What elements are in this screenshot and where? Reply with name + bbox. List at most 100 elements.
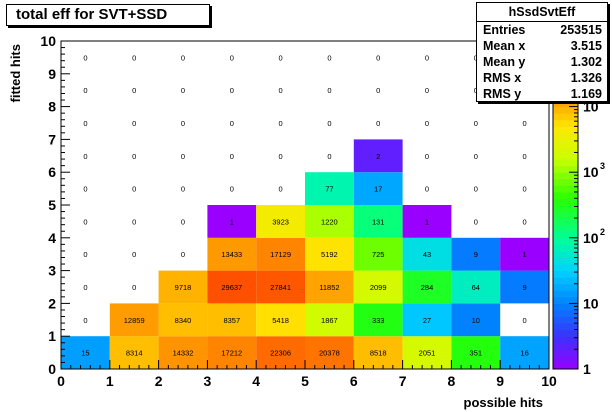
cell-value-label: 0	[474, 53, 478, 62]
y-tick-label: 4	[48, 230, 56, 246]
color-scale-band	[553, 211, 578, 219]
cell-value-label: 1867	[321, 316, 338, 325]
cell-value-label: 0	[523, 185, 527, 194]
heatmap-cell	[353, 237, 403, 271]
x-tick-label: 5	[301, 373, 309, 389]
heatmap-cell	[402, 303, 452, 337]
cell-value-label: 3923	[272, 217, 289, 226]
heatmap-cell	[305, 237, 354, 271]
heatmap-cell	[305, 336, 354, 369]
cell-value-label: 9718	[175, 283, 192, 292]
x-tick-label: 10	[541, 373, 557, 389]
cell-value-label: 0	[279, 53, 283, 62]
cell-value-label: 0	[83, 185, 87, 194]
cell-value-label: 0	[425, 53, 429, 62]
x-tick-label: 2	[155, 373, 163, 389]
heatmap-cell	[500, 237, 549, 271]
cell-value-label: 8518	[370, 349, 387, 358]
x-tick-label: 3	[204, 373, 212, 389]
heatmap-cell	[353, 139, 403, 173]
x-tick-label: 0	[57, 373, 65, 389]
x-tick-label: 6	[350, 373, 358, 389]
y-tick-label: 1	[48, 328, 56, 344]
cell-value-label: 16	[520, 349, 528, 358]
stats-row-rms-x: RMS x 1.326	[483, 71, 602, 85]
heatmap-cell	[256, 303, 305, 337]
heatmap-cell	[305, 303, 354, 337]
cell-value-label: 0	[474, 86, 478, 95]
cell-value-label: 0	[523, 316, 527, 325]
color-scale-band	[553, 316, 578, 324]
chart-title: total eff for SVT+SSD	[6, 4, 210, 26]
heatmap-cell	[451, 237, 501, 271]
cell-value-label: 22306	[270, 349, 291, 358]
color-scale-band	[553, 178, 578, 186]
heatmap-cell	[353, 303, 403, 337]
cell-value-label: 0	[425, 86, 429, 95]
x-axis-label: possible hits	[464, 395, 543, 410]
cell-value-label: 0	[279, 185, 283, 194]
cell-value-label: 27	[423, 316, 431, 325]
color-scale-band	[553, 270, 578, 278]
heatmap-cell	[207, 270, 257, 304]
heatmap-cell	[256, 270, 305, 304]
cell-value-label: 0	[181, 185, 185, 194]
cell-value-label: 0	[132, 152, 136, 161]
x-tick-label: 8	[448, 373, 456, 389]
stats-row-entries: Entries 253515	[483, 23, 602, 37]
color-scale-band	[553, 355, 578, 363]
cell-value-label: 17	[374, 185, 382, 194]
cell-value-label: 0	[83, 152, 87, 161]
cell-value-label: 725	[372, 250, 385, 259]
cell-value-label: 0	[523, 119, 527, 128]
color-scale-band	[553, 290, 578, 298]
cell-value-label: 0	[279, 119, 283, 128]
color-scale-band	[553, 185, 578, 193]
heatmap-cell	[109, 303, 159, 337]
cell-value-label: 0	[425, 152, 429, 161]
z-tick-label: 10	[583, 230, 599, 246]
color-scale-band	[553, 277, 578, 285]
color-scale-band	[553, 126, 578, 134]
x-tick-label: 9	[496, 373, 504, 389]
cell-value-label: 131	[372, 217, 385, 226]
z-tick-exponent: 3	[600, 161, 605, 171]
cell-value-label: 0	[230, 152, 234, 161]
cell-value-label: 0	[83, 283, 87, 292]
color-scale-band	[553, 244, 578, 252]
cell-value-label: 8340	[175, 316, 192, 325]
heatmap-cell	[353, 205, 403, 238]
x-tick-label: 7	[399, 373, 407, 389]
cell-value-label: 27841	[270, 283, 291, 292]
cell-value-label: 0	[83, 119, 87, 128]
cell-value-label: 9	[523, 283, 527, 292]
cell-value-label: 0	[523, 152, 527, 161]
y-tick-label: 9	[48, 66, 56, 82]
color-scale-band	[553, 218, 578, 226]
color-scale-band	[553, 113, 578, 121]
cell-value-label: 0	[181, 152, 185, 161]
cell-value-label: 5418	[272, 316, 289, 325]
cell-value-label: 17129	[270, 250, 291, 259]
y-tick-label: 5	[48, 197, 56, 213]
heatmap-cell	[305, 205, 354, 238]
z-tick-label: 1	[583, 361, 591, 377]
cell-value-label: 0	[181, 217, 185, 226]
cell-value-label: 0	[523, 217, 527, 226]
cell-value-label: 8357	[223, 316, 240, 325]
cell-value-label: 17212	[221, 349, 242, 358]
color-scale-band	[553, 159, 578, 167]
cell-value-label: 15	[81, 349, 89, 358]
cell-value-label: 0	[132, 250, 136, 259]
heatmap-cell	[207, 205, 257, 238]
color-scale-band	[553, 165, 578, 173]
y-tick-label: 8	[48, 99, 56, 115]
cell-value-label: 0	[474, 217, 478, 226]
color-scale-band	[553, 237, 578, 245]
cell-value-label: 333	[372, 316, 385, 325]
cell-value-label: 0	[83, 217, 87, 226]
heatmap-cell	[353, 172, 403, 205]
color-scale-band	[553, 309, 578, 318]
color-scale-band	[553, 362, 578, 370]
cell-value-label: 1	[523, 250, 527, 259]
